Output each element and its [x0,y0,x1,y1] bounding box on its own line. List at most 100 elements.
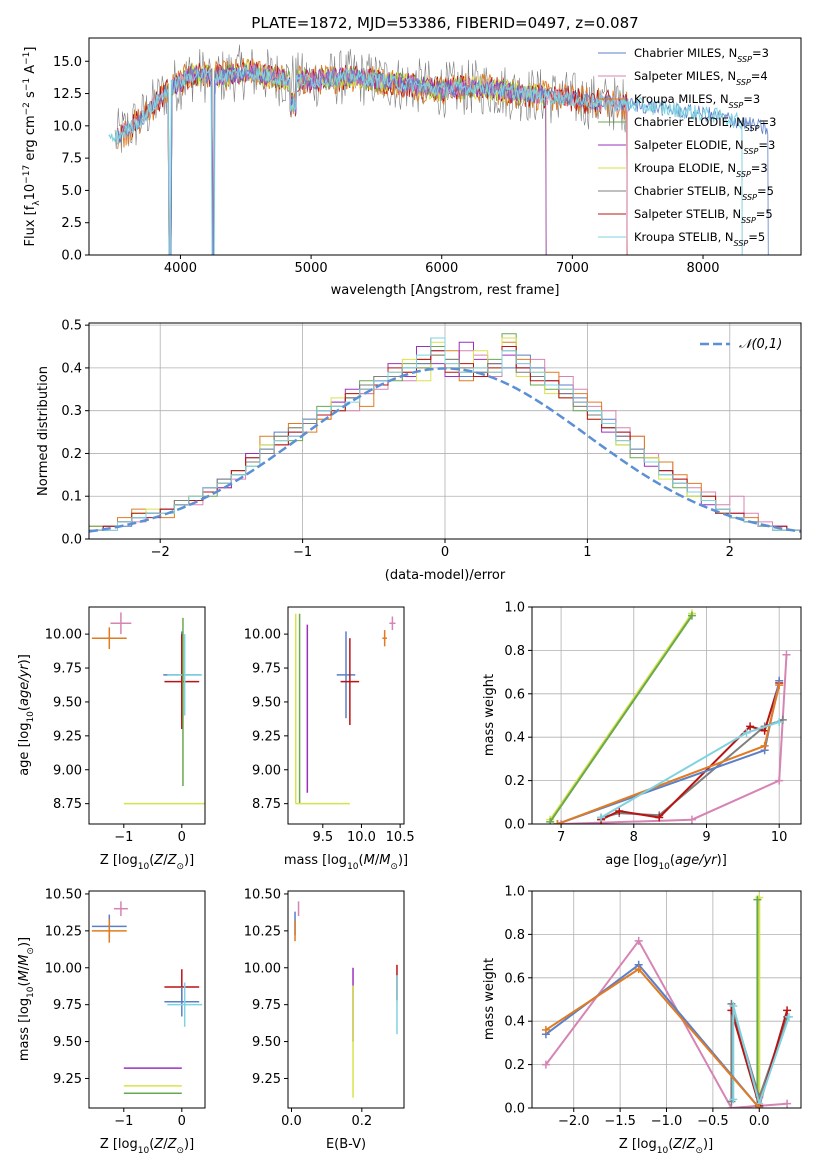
label-part: mass [log [17,998,32,1061]
x-axis-label: E(B-V) [326,1137,366,1152]
spectrum-plot [108,44,769,255]
weight-marker [655,813,664,822]
mass_weight_vs_z-plot [541,893,793,1108]
legend-tail: =4 [751,69,768,83]
legend-entry: Chabrier ELODIE, NSSP=3 [634,115,776,133]
label-part: age/yr [17,663,32,706]
y-tick-label: 9.25 [252,1072,281,1087]
legend-entry: Salpeter MILES, NSSP=4 [634,69,768,87]
legend-sub: SSP [729,101,744,110]
x-tick-label: −1 [114,830,133,845]
label-part: −1 [22,78,32,91]
label-part: ⊙ [695,1146,703,1156]
y-tick-label: 0.0 [504,1102,525,1117]
y-tick-label: 15.0 [53,55,82,70]
legend-sub: SSP [745,124,760,133]
mass_weight_vs_z-axes: −2.0 −1.5 −1.0 −0.5 0.0 0.0 0.2 0.4 0.6 0.8 1.0 Z [… [482,885,802,1156]
y-tick-label: 0.4 [61,361,82,376]
label-part: ⊙ [176,862,184,872]
y-tick-label: 1.0 [504,601,525,616]
x-axis-label: Z [log10(Z/Z⊙)] [619,1137,713,1156]
weight-marker [541,1025,550,1034]
age_vs_mass-plot [294,613,396,805]
legend-tail: =3 [752,46,769,60]
y-tick-label: 10.00 [244,961,281,976]
y-tick-label: 8.75 [252,797,281,812]
weight-marker [782,650,791,659]
legend-entry: Salpeter STELIB, NSSP=5 [634,207,773,225]
y-axis-label: Flux [fλ10−17 erg cm−2 s−1 A−1] [22,47,42,247]
y-axis-label: mass [log10(M/M⊙)] [17,937,36,1061]
legend-text: Chabrier ELODIE, N [634,115,745,129]
x-tick-label: 0.0 [281,1114,302,1129]
weight-marker [784,1012,793,1021]
y-tick-label: 9.75 [53,998,82,1013]
y-tick-label: 9.25 [252,729,281,744]
spectrum-axes: 4000 5000 6000 7000 8000 0.0 2.5 5.0 7.5 10.0 12.5… [22,37,802,298]
x-axis-label: wavelength [Angstrom, rest frame] [331,283,560,298]
weight-marker [746,722,755,731]
x-tick-label: 10.5 [386,830,415,845]
weight-line-krou_miles [557,684,781,824]
axes-frame [88,890,206,1109]
legend-text: Kroupa ELODIE, N [634,161,736,175]
legend-tail: =5 [756,207,773,221]
y-tick-label: 0.5 [61,319,82,334]
weight-line-krou_elodie [549,612,693,821]
y-tick-label: 1.0 [504,885,525,900]
legend-entry: 𝒩(0,1) [739,337,782,352]
y-tick-label: 0.3 [61,404,82,419]
y-tick-label: 0.2 [504,774,525,789]
y-tick-label: 0.8 [504,928,525,943]
x-tick-label: 8 [630,830,638,845]
weight-marker [541,1060,550,1069]
axes-frame [287,890,405,1109]
label-part: )] [17,654,32,664]
label-part: ( [670,853,675,868]
legend-text: Salpeter MILES, N [634,69,736,83]
legend-entry: Kroupa STELIB, NSSP=5 [634,230,765,248]
weight-line-chab_elodie [549,615,693,823]
legend-tail: =5 [757,184,774,198]
y-tick-label: 8.75 [53,797,82,812]
y-tick-label: 10.00 [45,628,82,643]
y-tick-label: 9.50 [53,1035,82,1050]
label-part: ( [359,853,364,868]
residuals-plot [89,333,801,533]
label-part: 10 [26,986,36,998]
x-tick-label: 10 [771,830,788,845]
axes-frame [88,606,206,825]
label-part: ( [149,853,154,868]
mass_vs_ebv-plot [294,901,398,1098]
y-tick-label: 0.0 [61,249,82,264]
label-part: erg cm [23,115,38,164]
label-part: Z [log [619,1137,657,1152]
legend-entry: Salpeter ELODIE, NSSP=3 [634,138,775,156]
label-part: 10 [23,184,38,201]
x-tick-label: 10.0 [347,830,376,845]
label-part: Z [672,1137,683,1152]
x-tick-label: 7000 [556,261,589,276]
label-part: age/yr [675,853,718,868]
weight-marker [687,815,696,824]
label-part: Z [167,853,178,868]
label-part: M [17,955,32,966]
weight-marker [729,1095,738,1104]
age_vs_z-plot [91,612,205,805]
label-part: Z [167,1137,178,1152]
x-tick-label: −1.0 [651,1114,683,1129]
weight-marker [687,611,696,620]
age_vs_mass-axes: 9.5 10.0 10.5 8.75 9.00 9.25 9.50 9.75 10.00 mass… [244,606,415,872]
y-tick-label: 0.0 [61,533,82,548]
legend-tail: =5 [748,230,765,244]
y-tick-label: 10.00 [244,628,281,643]
weight-marker [634,936,643,945]
y-tick-label: 0.0 [504,818,525,833]
label-part: ⊙ [176,1146,184,1156]
x-tick-label: 0 [178,1114,186,1129]
legend-sub: SSP [734,239,749,248]
label-part: / [375,853,380,868]
legend-tail: =3 [751,161,768,175]
y-tick-label: 10.0 [53,119,82,134]
label-part: M [364,853,375,868]
